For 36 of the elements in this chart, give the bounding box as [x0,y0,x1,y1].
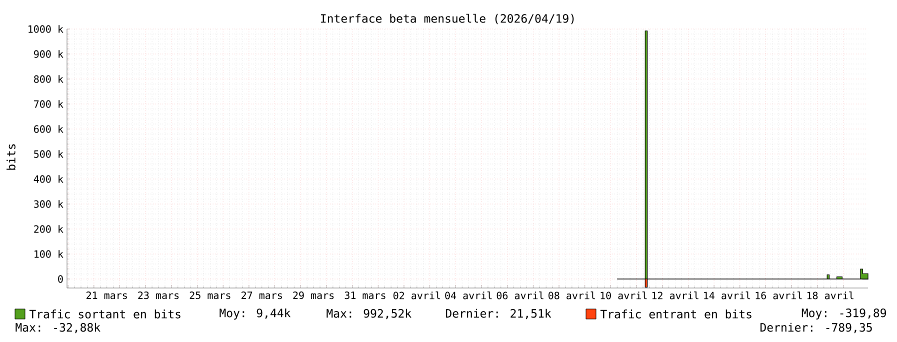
x-tick-label: 08 avril [548,292,596,300]
x-tick-label: 27 mars [242,292,282,300]
x-tick-label: 12 avril [652,292,698,300]
x-tick-label: 18 avril [807,292,854,300]
x-tick-label: 04 avril [445,292,492,300]
chart-title: Interface beta mensuelle (2026/04/19) [321,14,574,24]
text: Dernier: -789,35 [760,322,872,334]
text: Max: -32,88k [16,322,100,334]
x-tick-label: 14 avril [704,292,750,300]
text: Moy: -319,89 [802,308,886,320]
x-tick-label: 31 mars [344,292,386,300]
y-tick-label: 300 k [34,200,64,208]
x-tick-label: 25 mars [190,292,230,300]
y-tick-label: 200 k [34,225,64,233]
y-tick-label: 0 [58,275,63,283]
y-tick-label: 900 k [34,50,64,58]
y-axis-title: bits [6,144,16,170]
x-tick-label: 10 avril [600,292,647,300]
text: Dernier: 21,51k [446,308,552,320]
x-tick-label: 21 mars [86,292,127,300]
x-tick-label: 06 avril [496,292,544,300]
legend-label: Trafic sortant en bits [29,310,180,318]
x-tick-label: 16 avril [756,292,802,300]
x-tick-label: 23 mars [138,292,179,300]
y-tick-label: 1000 k [28,25,64,33]
y-tick-label: 500 k [34,150,64,158]
x-tick-label: 02 avril [393,292,440,300]
legend-label: Trafic entrant en bits [600,310,752,318]
x-tick-label: 29 mars [293,292,334,300]
y-tick-label: 700 k [34,100,64,108]
y-tick-label: 100 k [34,250,64,258]
y-tick-label: 600 k [34,125,64,133]
text: Moy: 9,44k [220,308,291,320]
y-tick-label: 800 k [34,75,64,83]
y-tick-label: 400 k [34,175,64,183]
text: Max: 992,52k [326,308,412,320]
